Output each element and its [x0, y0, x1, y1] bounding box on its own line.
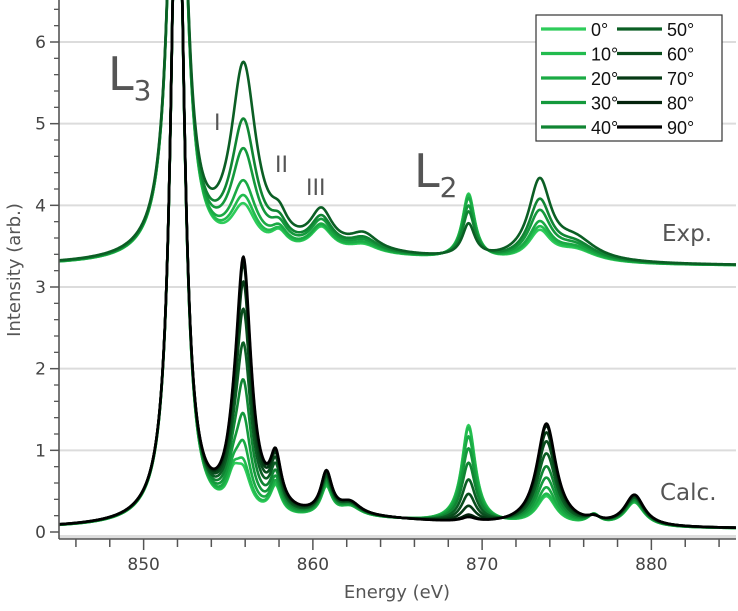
legend-label: 60° [667, 45, 694, 65]
legend-label: 50° [667, 20, 694, 40]
x-tick-label: 880 [635, 555, 667, 575]
axes: 0 1 2 3 4 5 6 850 860 870 880 [35, 0, 736, 575]
peak-iii-label: III [306, 176, 325, 201]
peak-i-label: I [214, 111, 221, 136]
x-tick-label: 870 [466, 555, 498, 575]
y-tick-label: 3 [35, 278, 46, 298]
peak-ii-label: II [275, 153, 288, 178]
series-line-exp-50 [59, 0, 736, 266]
series-line-calc-90 [59, 0, 736, 529]
legend-label: 20° [591, 69, 618, 89]
y-tick-label: 0 [35, 523, 46, 543]
l2-label: L2 [414, 144, 457, 204]
y-tick-label: 1 [35, 441, 46, 461]
legend-label: 40° [591, 118, 618, 138]
x-tick-label: 850 [127, 555, 159, 575]
l3-label: L3 [108, 47, 151, 107]
legend-label: 0° [591, 20, 608, 40]
y-tick-label: 2 [35, 360, 46, 380]
legend: 0° 10° 20° 30° 40° 50° 60° 70° 80° 90° [535, 14, 723, 142]
legend-label: 80° [667, 94, 694, 114]
y-tick-label: 6 [35, 33, 46, 53]
spectra-curves [59, 0, 736, 530]
x-axis-label: Energy (eV) [344, 582, 450, 603]
exp-label: Exp. [662, 221, 712, 247]
legend-label: 10° [591, 45, 618, 65]
y-tick-label: 4 [35, 196, 46, 216]
y-axis-label: Intensity (arb.) [4, 203, 25, 337]
x-tick-label: 860 [297, 555, 329, 575]
calc-label: Calc. [660, 480, 717, 506]
legend-label: 90° [667, 118, 694, 138]
y-tick-label: 5 [35, 115, 46, 135]
legend-label: 30° [591, 94, 618, 114]
legend-label: 70° [667, 69, 694, 89]
